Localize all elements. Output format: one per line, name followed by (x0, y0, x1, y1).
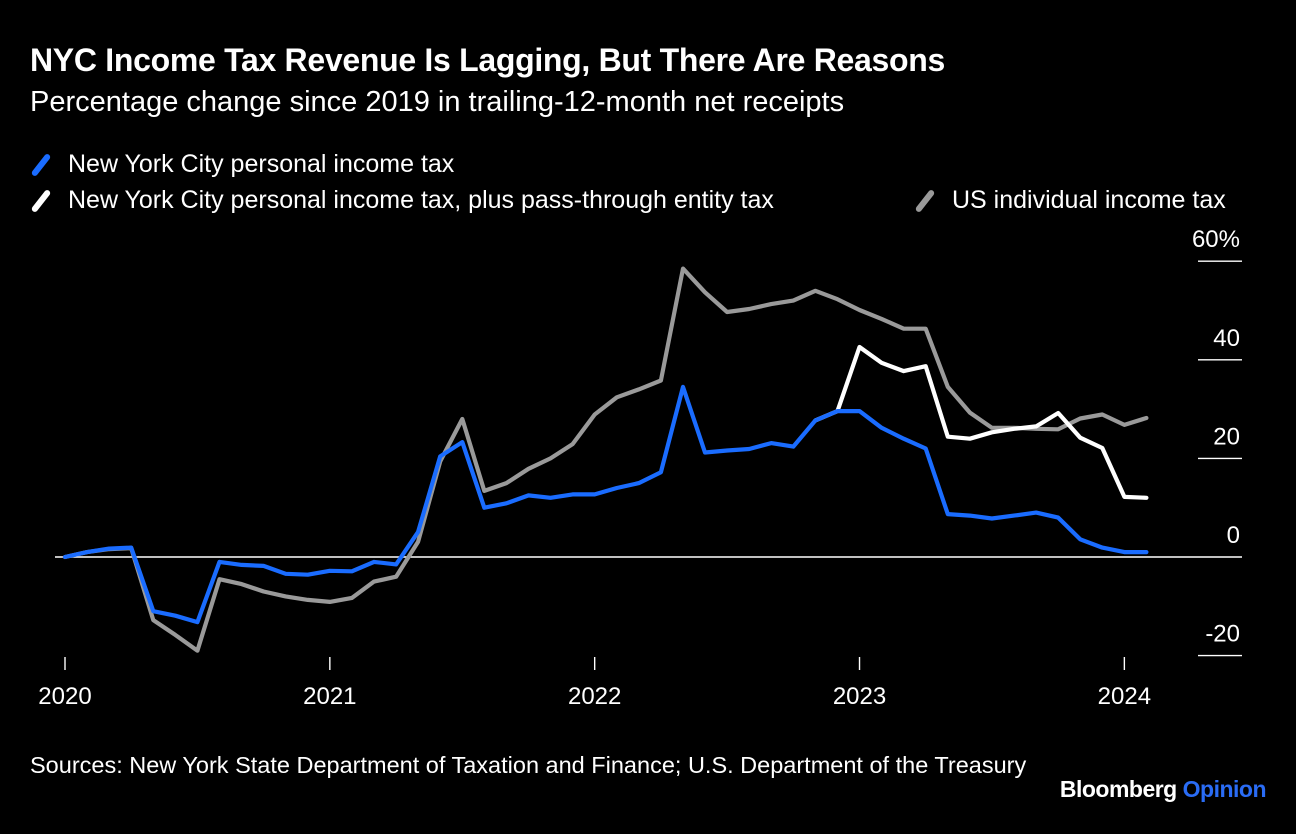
x-tick-label: 2024 (1098, 683, 1151, 710)
y-tick-label: 0 (1227, 522, 1240, 549)
brand-logo: Bloomberg Opinion (1059, 776, 1267, 803)
y-tick-label: -20 (1205, 621, 1240, 648)
x-tick-label: 2020 (38, 683, 91, 710)
chart-title: NYC Income Tax Revenue Is Lagging, But T… (30, 42, 945, 78)
y-tick-label: 60% (1192, 226, 1240, 253)
y-tick-label: 40 (1213, 325, 1240, 352)
x-tick-label: 2021 (303, 683, 356, 710)
x-tick-label: 2022 (568, 683, 621, 710)
brand-primary: Bloomberg (1059, 776, 1177, 802)
series-line-nyc-pit-ptet (813, 344, 1149, 500)
chart-subtitle: Percentage change since 2019 in trailing… (30, 86, 845, 118)
brand-secondary: Opinion (1182, 776, 1267, 802)
legend-item-nyc-pit: New York City personal income tax (30, 150, 454, 179)
source-note: Sources: New York State Department of Ta… (30, 752, 1027, 778)
legend-label-nyc-pit-ptet: New York City personal income tax, plus … (68, 186, 774, 214)
y-tick-label: 20 (1213, 423, 1240, 450)
legend-label-us-iit: US individual income tax (952, 186, 1226, 214)
series-line-nyc-pit (62, 384, 1149, 625)
series-line-us-iit (62, 266, 1149, 653)
legend-label-nyc-pit: New York City personal income tax (68, 150, 455, 178)
legend-item-nyc-pit-ptet: New York City personal income tax, plus … (30, 186, 774, 215)
x-tick-label: 2023 (833, 683, 886, 710)
legend-item-us-iit: US individual income tax (914, 186, 1226, 215)
